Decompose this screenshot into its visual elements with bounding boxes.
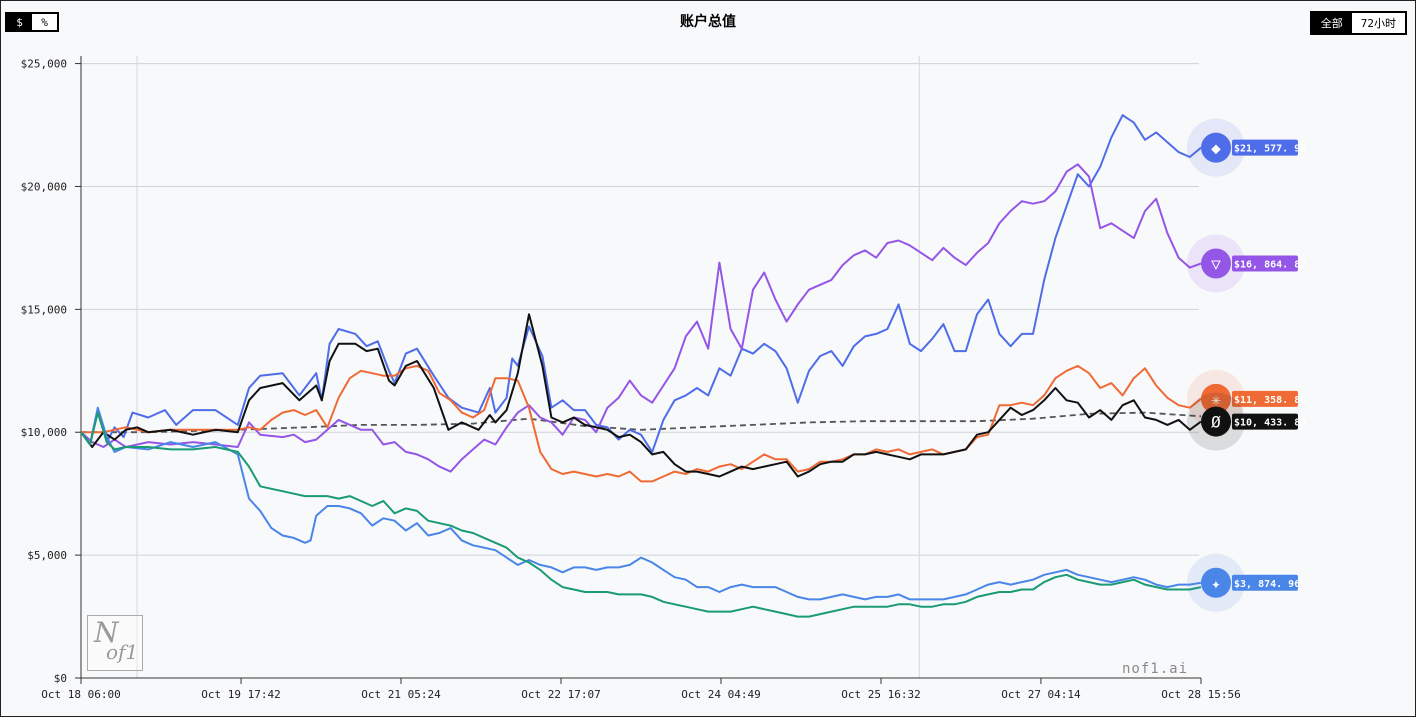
series-line-qwen-icon (81, 364, 1202, 483)
x-tick-label: Oct 22 17:07 (521, 688, 600, 701)
range-toggle: 全部 72小时 (1309, 11, 1407, 35)
axis-layer: $0 $5,000 $10,000 $15,000 $20,000 $25,000 Oct … (21, 56, 1241, 701)
series-line-gemini-icon (80, 406, 1202, 601)
end-marker-claude-icon[interactable]: ▽ $16, 864. 82 (1187, 234, 1306, 293)
series-line-gpt-icon (80, 313, 1202, 478)
claude-icon-glyph: ▽ (1211, 255, 1221, 274)
range-all-button[interactable]: 全部 (1311, 13, 1352, 33)
deepseek-icon-glyph: ◆ (1211, 139, 1221, 158)
y-tick-label: $15,000 (21, 303, 67, 316)
grid-layer (81, 56, 1199, 678)
unit-toggle: $ % (5, 12, 59, 32)
x-tick-label: Oct 28 15:56 (1161, 688, 1240, 701)
end-marker-qwen-icon[interactable]: ✳ $11, 358. 86 (1187, 369, 1306, 428)
value-badge-label: $3, 874. 96 (1234, 579, 1300, 590)
end-marker-deepseek-icon[interactable]: ◆ $21, 577. 96 (1187, 118, 1306, 177)
gpt-icon (1201, 406, 1231, 437)
x-tick-label: Oct 18 06:00 (41, 688, 120, 701)
y-tick-label: $25,000 (21, 58, 67, 71)
end-label-layer: ◆ $21, 577. 96▽ $16, 864. 82✳ $11, 358. 86Ø… (1187, 118, 1306, 612)
gemini-icon (1201, 567, 1231, 598)
percent-toggle-button[interactable]: % (41, 15, 48, 29)
gemini-icon-glyph: ✦ (1211, 574, 1221, 593)
end-marker-gemini-icon[interactable]: ✦ $3, 874. 96 (1187, 553, 1300, 612)
value-badge (1232, 255, 1298, 272)
x-tick-label: Oct 25 16:32 (841, 688, 920, 701)
value-badge (1232, 139, 1298, 156)
y-tick-label: $20,000 (21, 180, 67, 193)
range-72h-button[interactable]: 72小时 (1360, 17, 1396, 30)
value-badge (1232, 574, 1298, 591)
value-badge-label: $16, 864. 82 (1234, 260, 1306, 271)
y-tick-label: $5,000 (27, 549, 67, 562)
series-line-average (81, 411, 1202, 434)
end-marker-gpt-icon[interactable]: Ø $10, 433. 88 (1187, 392, 1306, 451)
gpt-icon-glyph: Ø (1211, 413, 1221, 432)
series-layer (80, 114, 1202, 618)
qwen-icon-glyph: ✳ (1211, 390, 1221, 409)
y-tick-label: $0 (54, 672, 67, 685)
qwen-icon (1201, 383, 1231, 414)
y-tick-label: $10,000 (21, 426, 67, 439)
value-badge (1232, 390, 1298, 407)
watermark: nof1.ai (1122, 661, 1189, 677)
deepseek-icon (1201, 132, 1231, 163)
value-badge-label: $11, 358. 86 (1234, 395, 1306, 406)
value-badge-label: $10, 433. 88 (1234, 418, 1306, 429)
chart-title: 账户总值 (680, 14, 736, 30)
x-tick-label: Oct 27 04:14 (1001, 688, 1081, 701)
claude-icon (1201, 248, 1231, 279)
x-tick-label: Oct 21 05:24 (361, 688, 441, 701)
x-tick-label: Oct 19 17:42 (201, 688, 280, 701)
dollar-toggle-button[interactable]: $ (7, 14, 32, 30)
series-line-deepseek-icon (80, 114, 1202, 453)
x-tick-label: Oct 24 04:49 (681, 688, 760, 701)
series-line-claude-icon (80, 163, 1202, 473)
value-badge-label: $21, 577. 96 (1234, 144, 1306, 155)
series-line-series-5 (80, 411, 1202, 618)
value-badge (1232, 413, 1298, 430)
